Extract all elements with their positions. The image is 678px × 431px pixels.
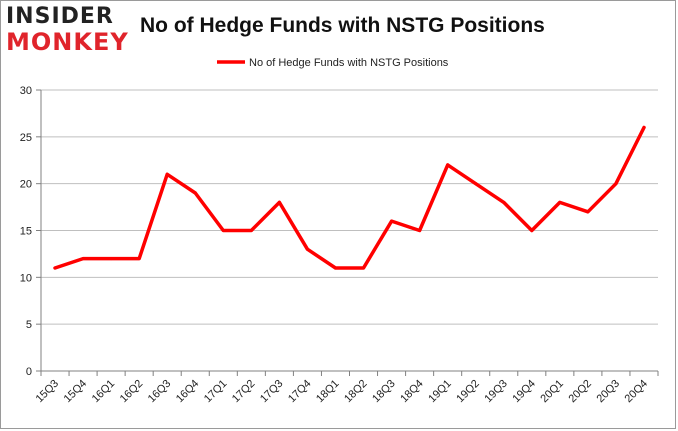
x-tick-label: 16Q3 [146,378,174,406]
x-tick-label: 16Q4 [174,378,202,406]
x-tick-label: 17Q4 [286,378,314,406]
data-point [586,210,590,214]
data-point [305,247,309,251]
data-point [642,125,646,129]
logo-line-1: INSIDER [6,4,114,29]
x-tick-label: 16Q2 [118,378,146,406]
x-tick-label: 15Q4 [62,378,90,406]
x-tick-label: 16Q1 [90,378,118,406]
x-tick-label: 19Q4 [510,378,538,406]
axes [40,90,658,372]
data-point [614,182,618,186]
gridlines [41,89,658,325]
legend: No of Hedge Funds with NSTG Positions [217,57,449,69]
y-tick-label: 0 [26,366,32,378]
data-point [333,266,337,270]
data-point [221,229,225,232]
x-tick-label: 19Q3 [482,378,510,406]
series-line [53,125,646,270]
data-point [249,229,253,232]
x-tick-label: 20Q1 [538,378,566,406]
x-tick-label: 17Q1 [202,378,230,406]
x-tick-label: 15Q3 [34,378,62,406]
x-tick-label: 20Q3 [595,378,623,406]
data-point [137,257,141,261]
data-point [502,200,506,204]
data-point [165,172,169,176]
y-tick-label: 30 [20,85,32,97]
y-axis-ticks: 0 5 10 15 20 25 30 [20,85,41,378]
data-point [277,200,281,204]
data-point [418,229,422,232]
x-tick-label: 19Q2 [454,378,482,406]
data-point [362,266,366,270]
x-tick-label: 20Q2 [566,378,594,406]
data-point [474,182,478,186]
x-tick-label: 17Q2 [230,378,258,406]
data-point [530,229,534,232]
data-point [53,266,57,270]
x-tick-label: 17Q3 [258,378,286,406]
legend-label: No of Hedge Funds with NSTG Positions [249,57,449,69]
y-tick-label: 5 [26,319,32,331]
y-tick-label: 25 [20,132,32,144]
insider-monkey-logo: INSIDER MONKEY [6,4,128,56]
x-tick-label: 19Q1 [426,378,454,406]
data-point [81,257,85,261]
logo-line-2: MONKEY [6,28,129,56]
data-point [193,191,197,195]
data-point [109,257,113,261]
x-tick-label: 18Q1 [314,378,342,406]
x-tick-label: 18Q2 [342,378,370,406]
x-tick-label: 18Q3 [370,378,398,406]
y-tick-label: 10 [20,272,32,284]
chart-title: No of Hedge Funds with NSTG Positions [140,14,545,37]
y-tick-label: 15 [20,226,32,238]
x-axis-ticks: 15Q3 15Q4 16Q1 16Q2 16Q3 16Q4 17Q1 17Q2 17Q3 17Q4… [34,371,659,406]
x-tick-label: 20Q4 [623,378,651,406]
data-point [446,163,450,167]
y-tick-label: 20 [20,179,32,191]
data-point [558,200,562,204]
x-tick-label: 18Q4 [398,378,426,406]
series-layer [53,125,646,270]
data-point [390,219,394,223]
